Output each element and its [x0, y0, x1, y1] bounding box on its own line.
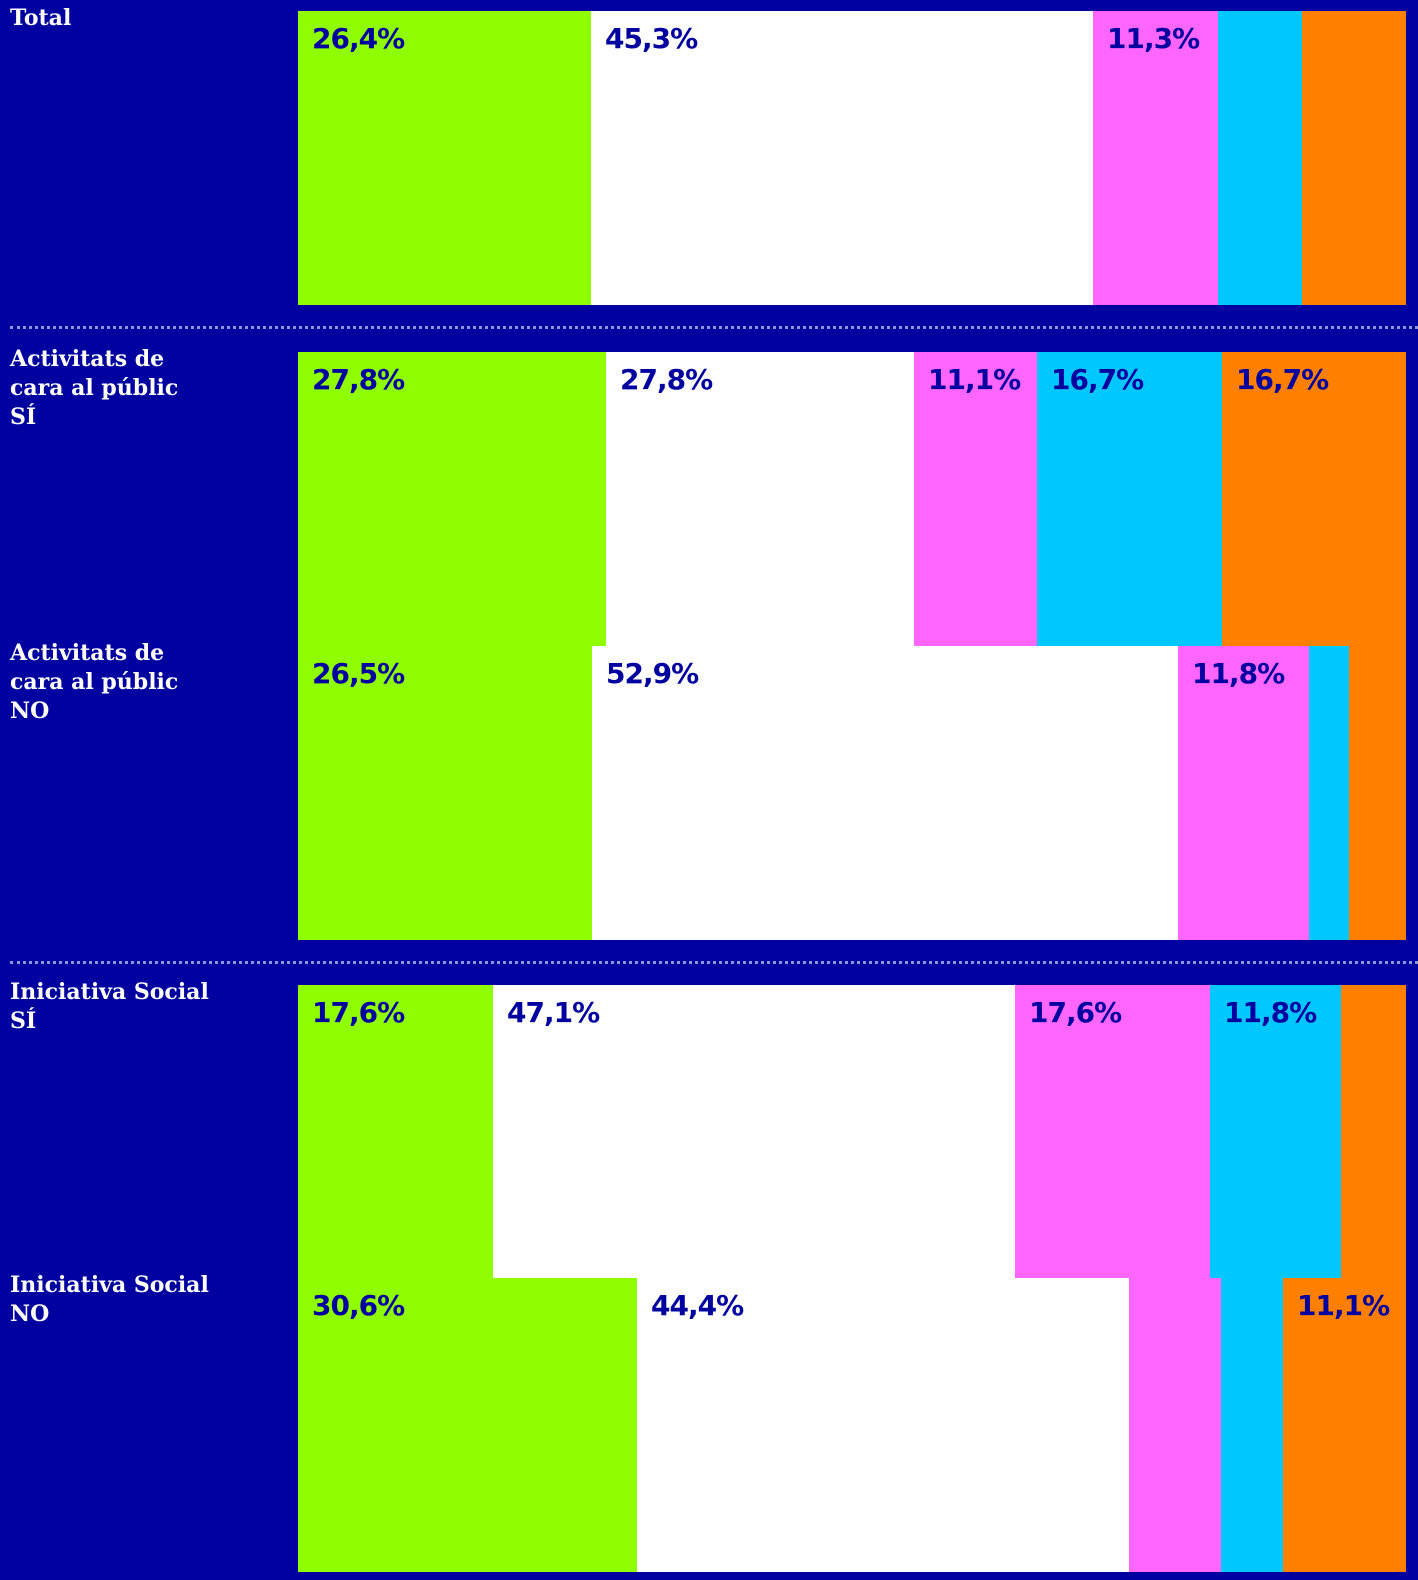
- row-label: Activitats de cara al públic SÍ: [10, 346, 179, 430]
- data-label: 26,4%: [312, 22, 405, 55]
- data-label: 17,6%: [1029, 996, 1122, 1029]
- bar-segment: [298, 11, 591, 305]
- bar-segment: [1129, 1278, 1221, 1572]
- data-label: 16,7%: [1236, 363, 1329, 396]
- data-label: 27,8%: [312, 363, 405, 396]
- data-label: 45,3%: [605, 22, 698, 55]
- bar-segment: [1037, 352, 1222, 646]
- data-label: 30,6%: [312, 1289, 405, 1322]
- data-label: 52,9%: [606, 657, 699, 690]
- bar-segment: [1302, 11, 1406, 305]
- group-divider: [10, 326, 1418, 329]
- row-label: Total: [10, 5, 72, 31]
- bar-segment: [298, 352, 606, 646]
- group-divider: [10, 961, 1418, 964]
- data-label: 16,7%: [1051, 363, 1144, 396]
- bar-segment: [1222, 352, 1406, 646]
- bar-segment: [637, 1278, 1129, 1572]
- bar-segment: [1093, 11, 1218, 305]
- bar-segment: [1283, 1278, 1406, 1572]
- bar-segment: [592, 646, 1178, 940]
- data-label: 26,5%: [312, 657, 405, 690]
- row-label: Iniciativa Social NO: [10, 1272, 209, 1327]
- bar-segment: [1349, 646, 1406, 940]
- bar-segment: [591, 11, 1093, 305]
- bar-segment: [1218, 11, 1302, 305]
- bar-segment: [606, 352, 914, 646]
- bar-segment: [1309, 646, 1349, 940]
- data-label: 11,8%: [1224, 996, 1317, 1029]
- row-label: Iniciativa Social SÍ: [10, 979, 209, 1034]
- bar-segment: [298, 646, 592, 940]
- row-label: Activitats de cara al públic NO: [10, 640, 179, 724]
- data-label: 11,8%: [1192, 657, 1285, 690]
- data-label: 47,1%: [507, 996, 600, 1029]
- bar-segment: [1178, 646, 1309, 940]
- data-label: 11,1%: [928, 363, 1021, 396]
- bar-segment: [298, 1278, 637, 1572]
- bar-segment: [914, 352, 1037, 646]
- data-label: 44,4%: [651, 1289, 744, 1322]
- data-label: 27,8%: [620, 363, 713, 396]
- data-label: 17,6%: [312, 996, 405, 1029]
- data-label: 11,1%: [1297, 1289, 1390, 1322]
- data-label: 11,3%: [1107, 22, 1200, 55]
- bar-segment: [493, 985, 1015, 1279]
- bar-segment: [1015, 985, 1210, 1279]
- bar-segment: [298, 985, 493, 1279]
- bar-segment: [1210, 985, 1341, 1279]
- bar-segment: [1341, 985, 1406, 1279]
- bar-segment: [1221, 1278, 1283, 1572]
